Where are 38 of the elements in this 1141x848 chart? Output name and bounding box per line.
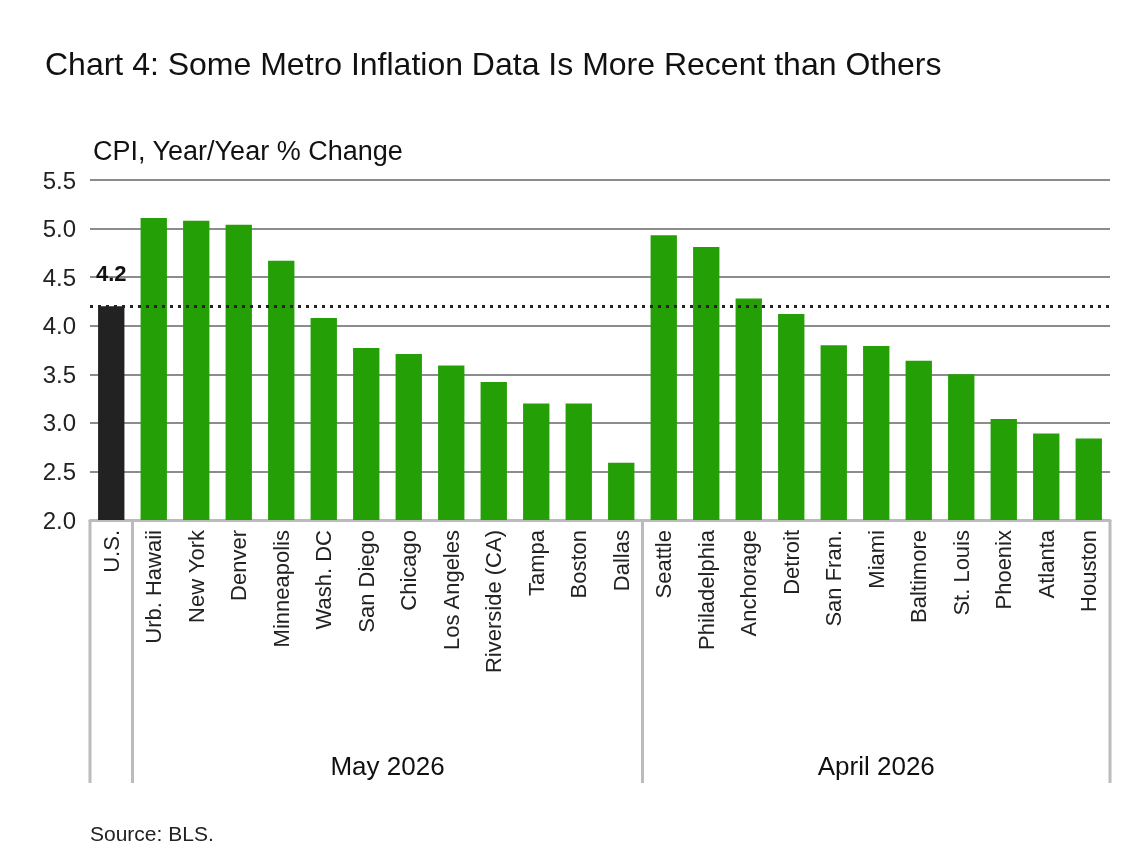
chart-title: Chart 4: Some Metro Inflation Data Is More Recent than Others [45,46,942,82]
data-label: 4.2 [95,260,127,286]
x-tick-label: Atlanta [1033,529,1059,599]
x-tick-label: Boston [566,530,592,599]
x-tick-label: U.S. [98,530,124,573]
y-tick-label: 3.0 [42,409,76,437]
text: April 2026 [817,751,935,781]
x-tick-label: Dallas [608,530,634,592]
x-tick-label: Phoenix [991,530,1017,610]
x-tick-label: Wash. DC [311,529,337,630]
y-tick-label: 4.5 [42,263,76,291]
x-tick-label: Philadelphia [693,529,719,650]
y-tick-label: 4.0 [42,312,76,340]
y-tick-label: 5.5 [42,166,76,194]
x-tick-label: Denver [226,530,252,601]
x-tick-label: Miami [863,530,889,589]
x-tick-label: Baltimore [906,530,932,623]
y-tick-label: 3.5 [42,360,76,388]
source-note: Source: BLS. [90,822,214,845]
x-tick-label: San Fran. [821,530,847,627]
text: May 2026 [330,751,445,781]
x-tick-label: Minneapolis [268,530,294,648]
x-tick-label: New York [183,529,209,623]
x-tick-label: Tampa [523,529,549,597]
y-axis-title: CPI, Year/Year % Change [93,135,403,166]
x-tick-label: Chicago [396,530,422,611]
x-tick-label: Anchorage [736,530,762,637]
x-tick-label: San Diego [353,530,379,633]
x-tick-label: Seattle [651,530,677,599]
y-tick-label: 2.0 [42,506,76,534]
x-tick-label: Detroit [778,530,804,595]
y-tick-label: 2.5 [42,457,76,485]
x-tick-label: Houston [1076,530,1102,612]
x-tick-label: Riverside (CA) [481,530,507,674]
x-tick-label: Urb. Hawaii [141,530,167,644]
y-tick-label: 5.0 [42,215,76,243]
x-tick-label: Los Angeles [438,530,464,650]
x-tick-label: St. Louis [948,530,974,616]
